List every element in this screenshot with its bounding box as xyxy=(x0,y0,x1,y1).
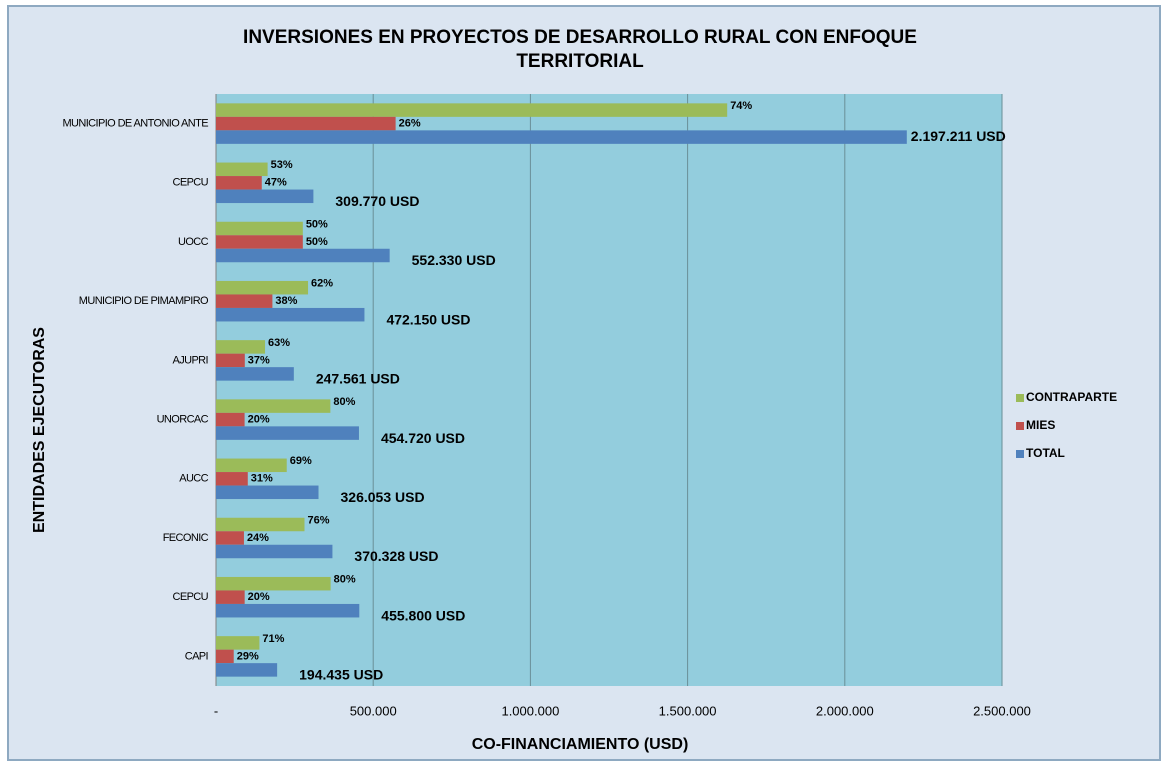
y-tick-label: UNORCAC xyxy=(157,414,209,426)
bar xyxy=(216,636,260,650)
bar xyxy=(216,399,331,413)
total-label: 2.197.211 USD xyxy=(911,128,1006,144)
bar xyxy=(216,649,234,664)
bar xyxy=(216,472,248,486)
bar xyxy=(216,235,303,249)
percent-label: 29% xyxy=(237,650,259,662)
x-tick-label: 2.000.000 xyxy=(816,703,874,718)
y-tick-label: CEPCU xyxy=(172,177,208,189)
bar xyxy=(216,130,907,144)
percent-label: 50% xyxy=(306,218,328,230)
y-axis-title: ENTIDADES EJECUTORAS xyxy=(31,327,48,533)
percent-label: 62% xyxy=(311,278,333,290)
bar xyxy=(216,531,244,545)
bar xyxy=(216,353,245,368)
y-tick-label: UOCC xyxy=(178,236,209,248)
bar xyxy=(216,280,309,295)
x-tick-label: 1.000.000 xyxy=(501,703,559,718)
bar xyxy=(216,189,314,204)
percent-label: 31% xyxy=(251,473,273,485)
bar xyxy=(216,103,728,117)
bar xyxy=(216,485,319,500)
percent-label: 63% xyxy=(268,337,290,349)
legend-swatch xyxy=(1016,450,1024,458)
total-label: 309.770 USD xyxy=(335,193,419,209)
percent-label: 53% xyxy=(271,159,293,171)
bar xyxy=(216,367,294,381)
legend-swatch xyxy=(1016,422,1024,430)
legend-swatch xyxy=(1016,394,1024,402)
bar xyxy=(216,221,303,236)
bar xyxy=(216,176,262,190)
total-label: 472.150 USD xyxy=(386,311,470,327)
percent-label: 20% xyxy=(248,591,270,603)
total-label: 194.435 USD xyxy=(299,667,383,683)
percent-label: 37% xyxy=(248,354,270,366)
y-tick-label: AUCC xyxy=(179,473,208,485)
plot-area xyxy=(216,94,1002,686)
y-tick-label: AJUPRI xyxy=(172,354,208,366)
y-tick-label: MUNICIPIO DE ANTONIO ANTE xyxy=(62,118,208,130)
percent-label: 26% xyxy=(399,118,421,130)
legend-label: CONTRAPARTE xyxy=(1026,390,1117,404)
total-label: 455.800 USD xyxy=(381,607,465,623)
x-tick-label: 2.500.000 xyxy=(973,703,1031,718)
total-label: 552.330 USD xyxy=(412,252,496,268)
legend-label: TOTAL xyxy=(1026,446,1065,460)
percent-label: 47% xyxy=(265,177,287,189)
percent-label: 80% xyxy=(333,396,355,408)
x-tick-label: 1.500.000 xyxy=(659,703,717,718)
bar xyxy=(216,517,305,532)
bar xyxy=(216,590,245,604)
y-tick-label: FECONIC xyxy=(163,532,209,544)
bar xyxy=(216,426,359,440)
x-tick-label: 500.000 xyxy=(350,703,397,718)
bar xyxy=(216,663,278,677)
percent-label: 76% xyxy=(307,514,329,526)
total-label: 326.053 USD xyxy=(341,489,425,505)
y-tick-label: CEPCU xyxy=(172,591,208,603)
percent-label: 80% xyxy=(334,574,356,586)
percent-label: 24% xyxy=(247,532,269,544)
x-axis-title: CO-FINANCIAMIENTO (USD) xyxy=(472,736,689,753)
bar xyxy=(216,162,268,177)
bar xyxy=(216,116,396,131)
percent-label: 71% xyxy=(262,633,284,645)
bar xyxy=(216,294,273,308)
percent-label: 69% xyxy=(290,455,312,467)
bar xyxy=(216,458,287,473)
percent-label: 50% xyxy=(306,236,328,248)
chart-title: INVERSIONES EN PROYECTOS DE DESARROLLO R… xyxy=(243,27,917,72)
bar xyxy=(216,340,266,354)
bar xyxy=(216,412,245,427)
percent-label: 38% xyxy=(275,295,297,307)
bar xyxy=(216,603,360,618)
bar xyxy=(216,576,331,591)
bar xyxy=(216,307,365,322)
x-tick-label: - xyxy=(214,703,218,718)
total-label: 247.561 USD xyxy=(316,371,400,387)
y-tick-label: CAPI xyxy=(185,650,209,662)
legend-label: MIES xyxy=(1026,418,1055,432)
percent-label: 20% xyxy=(248,414,270,426)
percent-label: 74% xyxy=(730,100,752,112)
bar xyxy=(216,248,390,263)
bar xyxy=(216,544,333,559)
total-label: 370.328 USD xyxy=(354,548,438,564)
y-tick-label: MUNICIPIO DE PIMAMPIRO xyxy=(79,295,209,307)
total-label: 454.720 USD xyxy=(381,430,465,446)
